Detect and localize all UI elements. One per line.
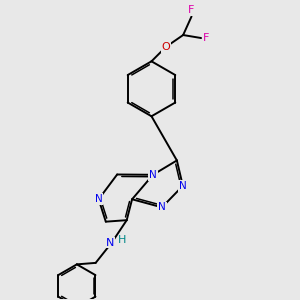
Text: F: F xyxy=(203,33,210,43)
Text: N: N xyxy=(106,238,115,248)
Text: F: F xyxy=(188,5,194,15)
Text: N: N xyxy=(179,181,187,191)
Text: N: N xyxy=(149,170,157,180)
Text: O: O xyxy=(161,42,170,52)
Text: N: N xyxy=(95,194,103,204)
Text: H: H xyxy=(118,235,126,245)
Text: N: N xyxy=(158,202,166,212)
